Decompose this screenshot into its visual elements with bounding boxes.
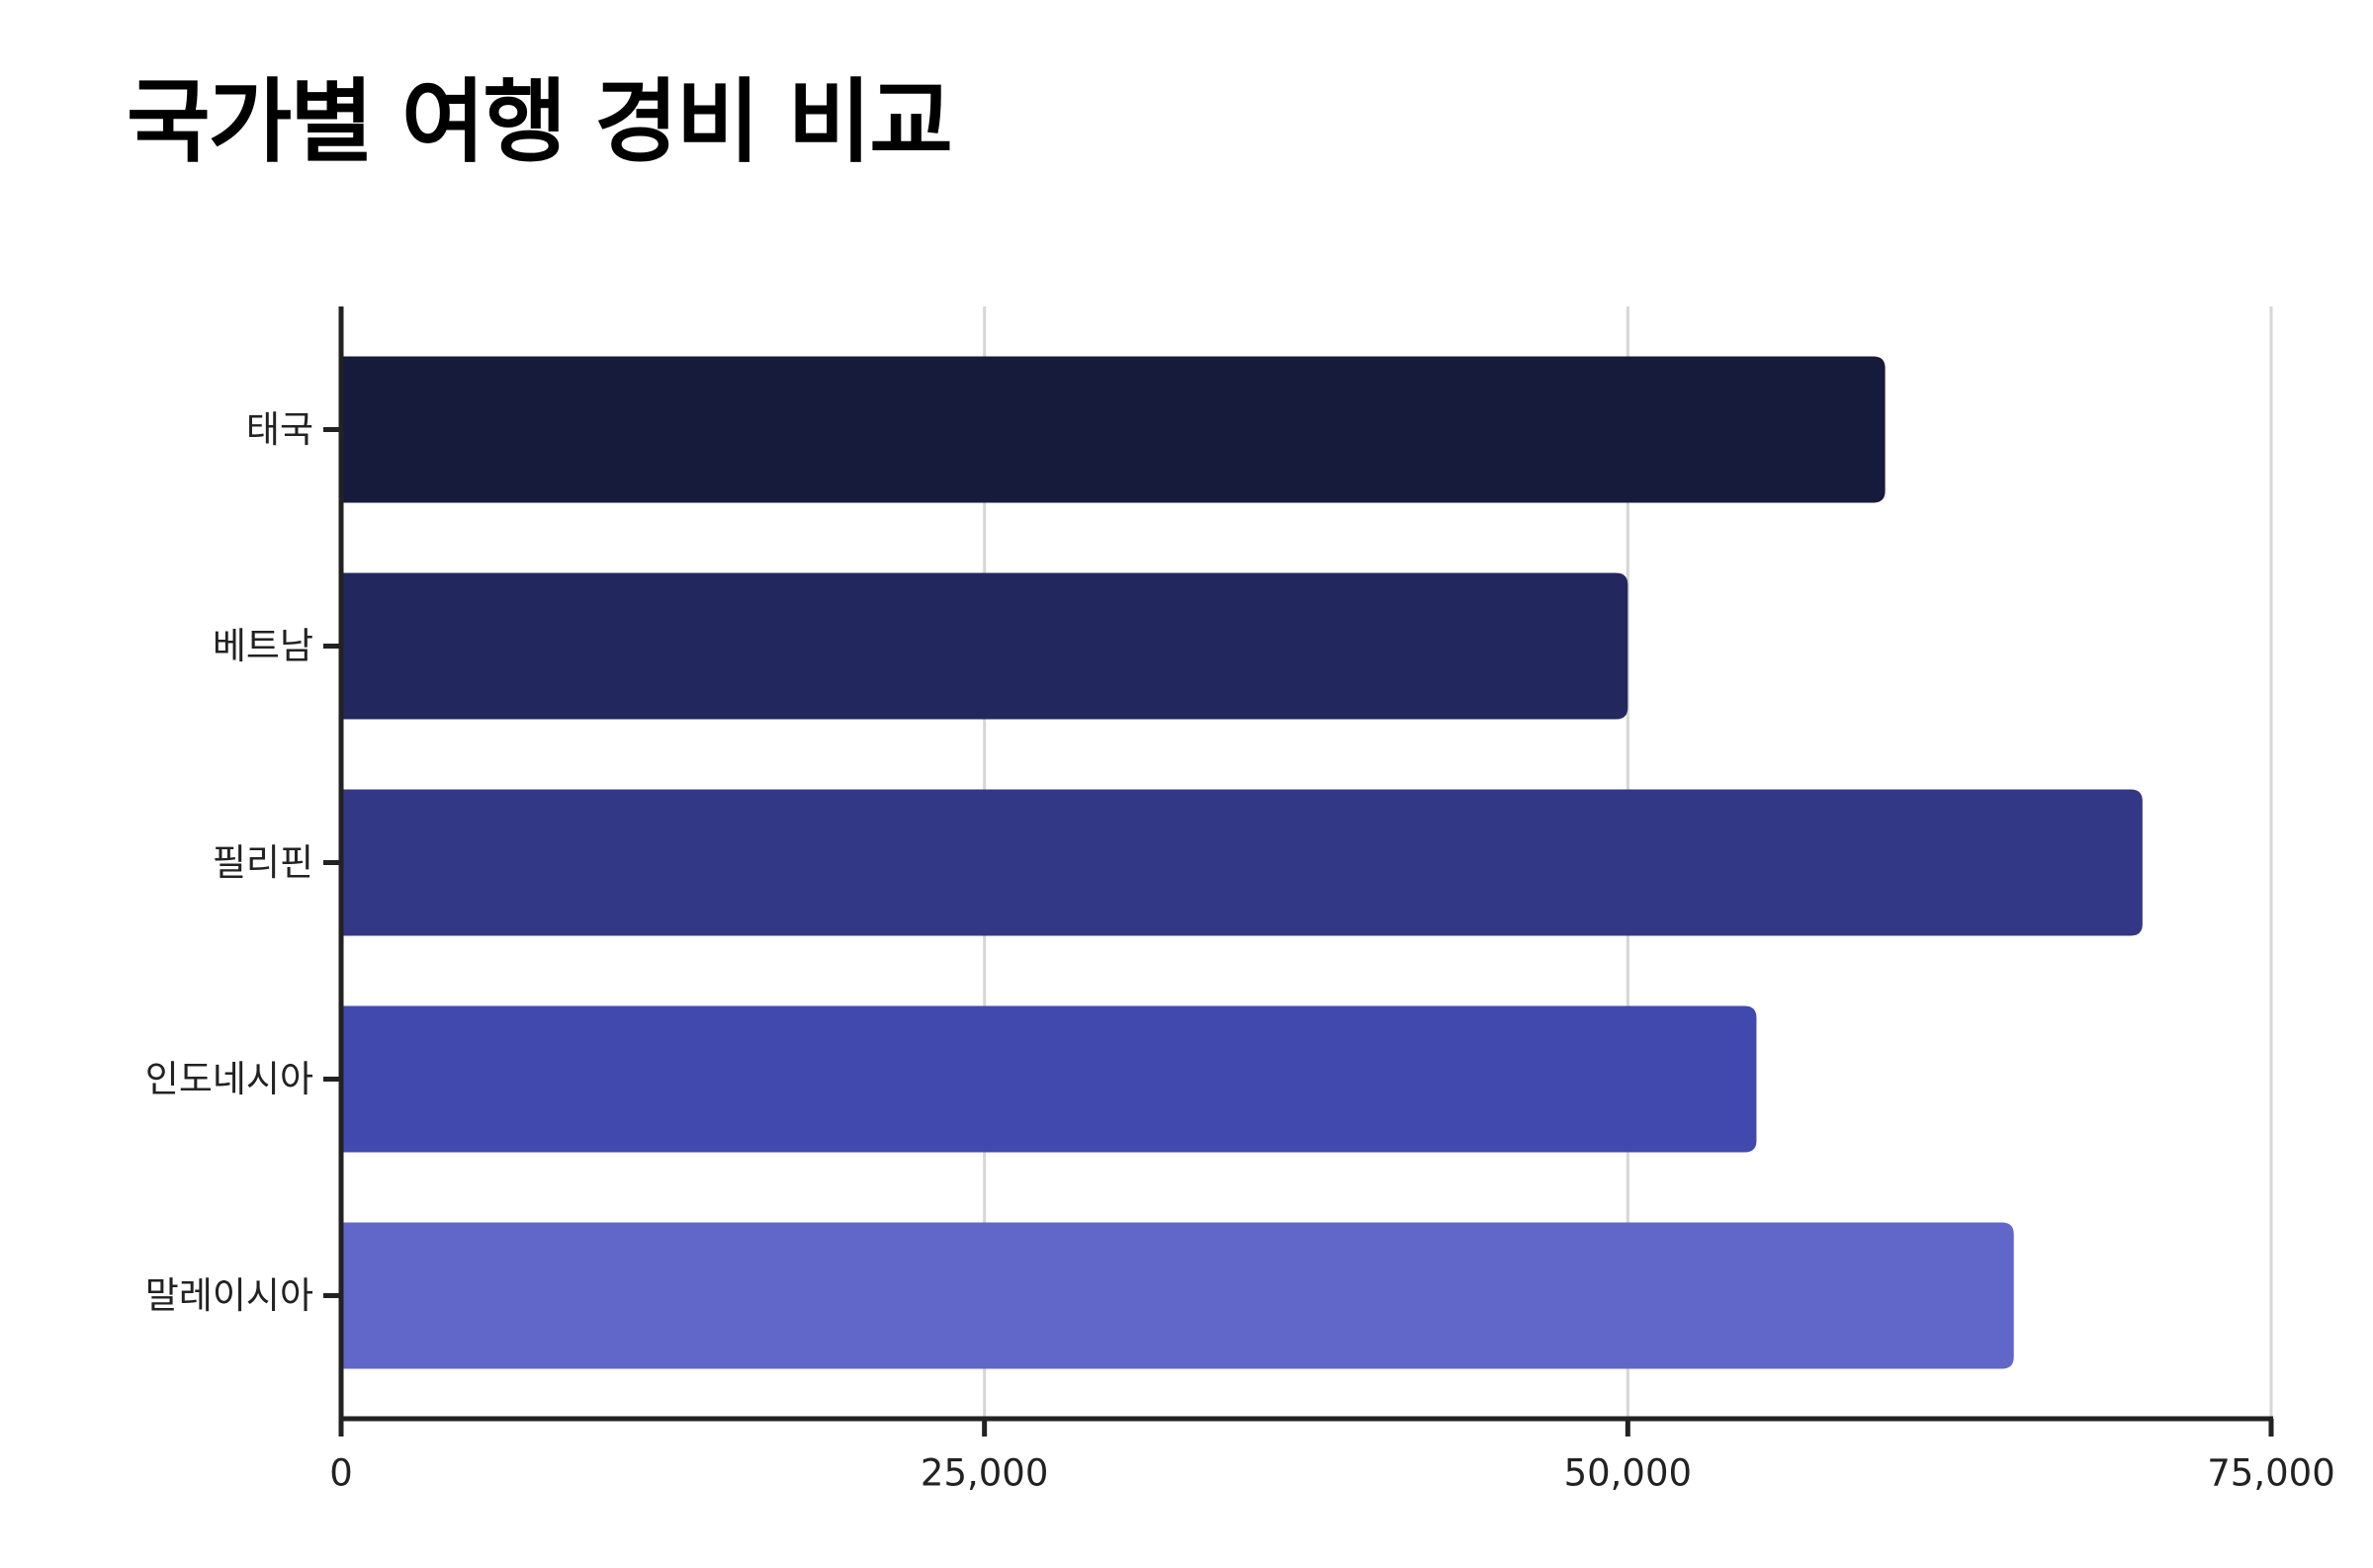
bar-3 [341, 1005, 1757, 1153]
y-tick-label-2: 필리핀 [213, 841, 313, 884]
bar-0 [341, 356, 1886, 503]
x-tick-label-2: 50,000 [1564, 1452, 1692, 1495]
x-tick-label-0: 0 [329, 1452, 353, 1495]
y-tick-label-3: 인도네시아 [145, 1058, 313, 1100]
chart-title: 국가별 여행 경비 비교 [127, 69, 953, 175]
x-tick-label-3: 75,000 [2207, 1452, 2334, 1495]
y-tick-label-0: 태국 [246, 408, 313, 451]
y-tick-label-4: 말레이시아 [145, 1274, 313, 1317]
bar-4 [341, 1222, 2014, 1369]
x-tick-label-1: 25,000 [921, 1452, 1048, 1495]
y-tick-label-1: 베트남 [213, 625, 313, 667]
bar-1 [341, 572, 1628, 720]
bar-2 [341, 789, 2143, 936]
